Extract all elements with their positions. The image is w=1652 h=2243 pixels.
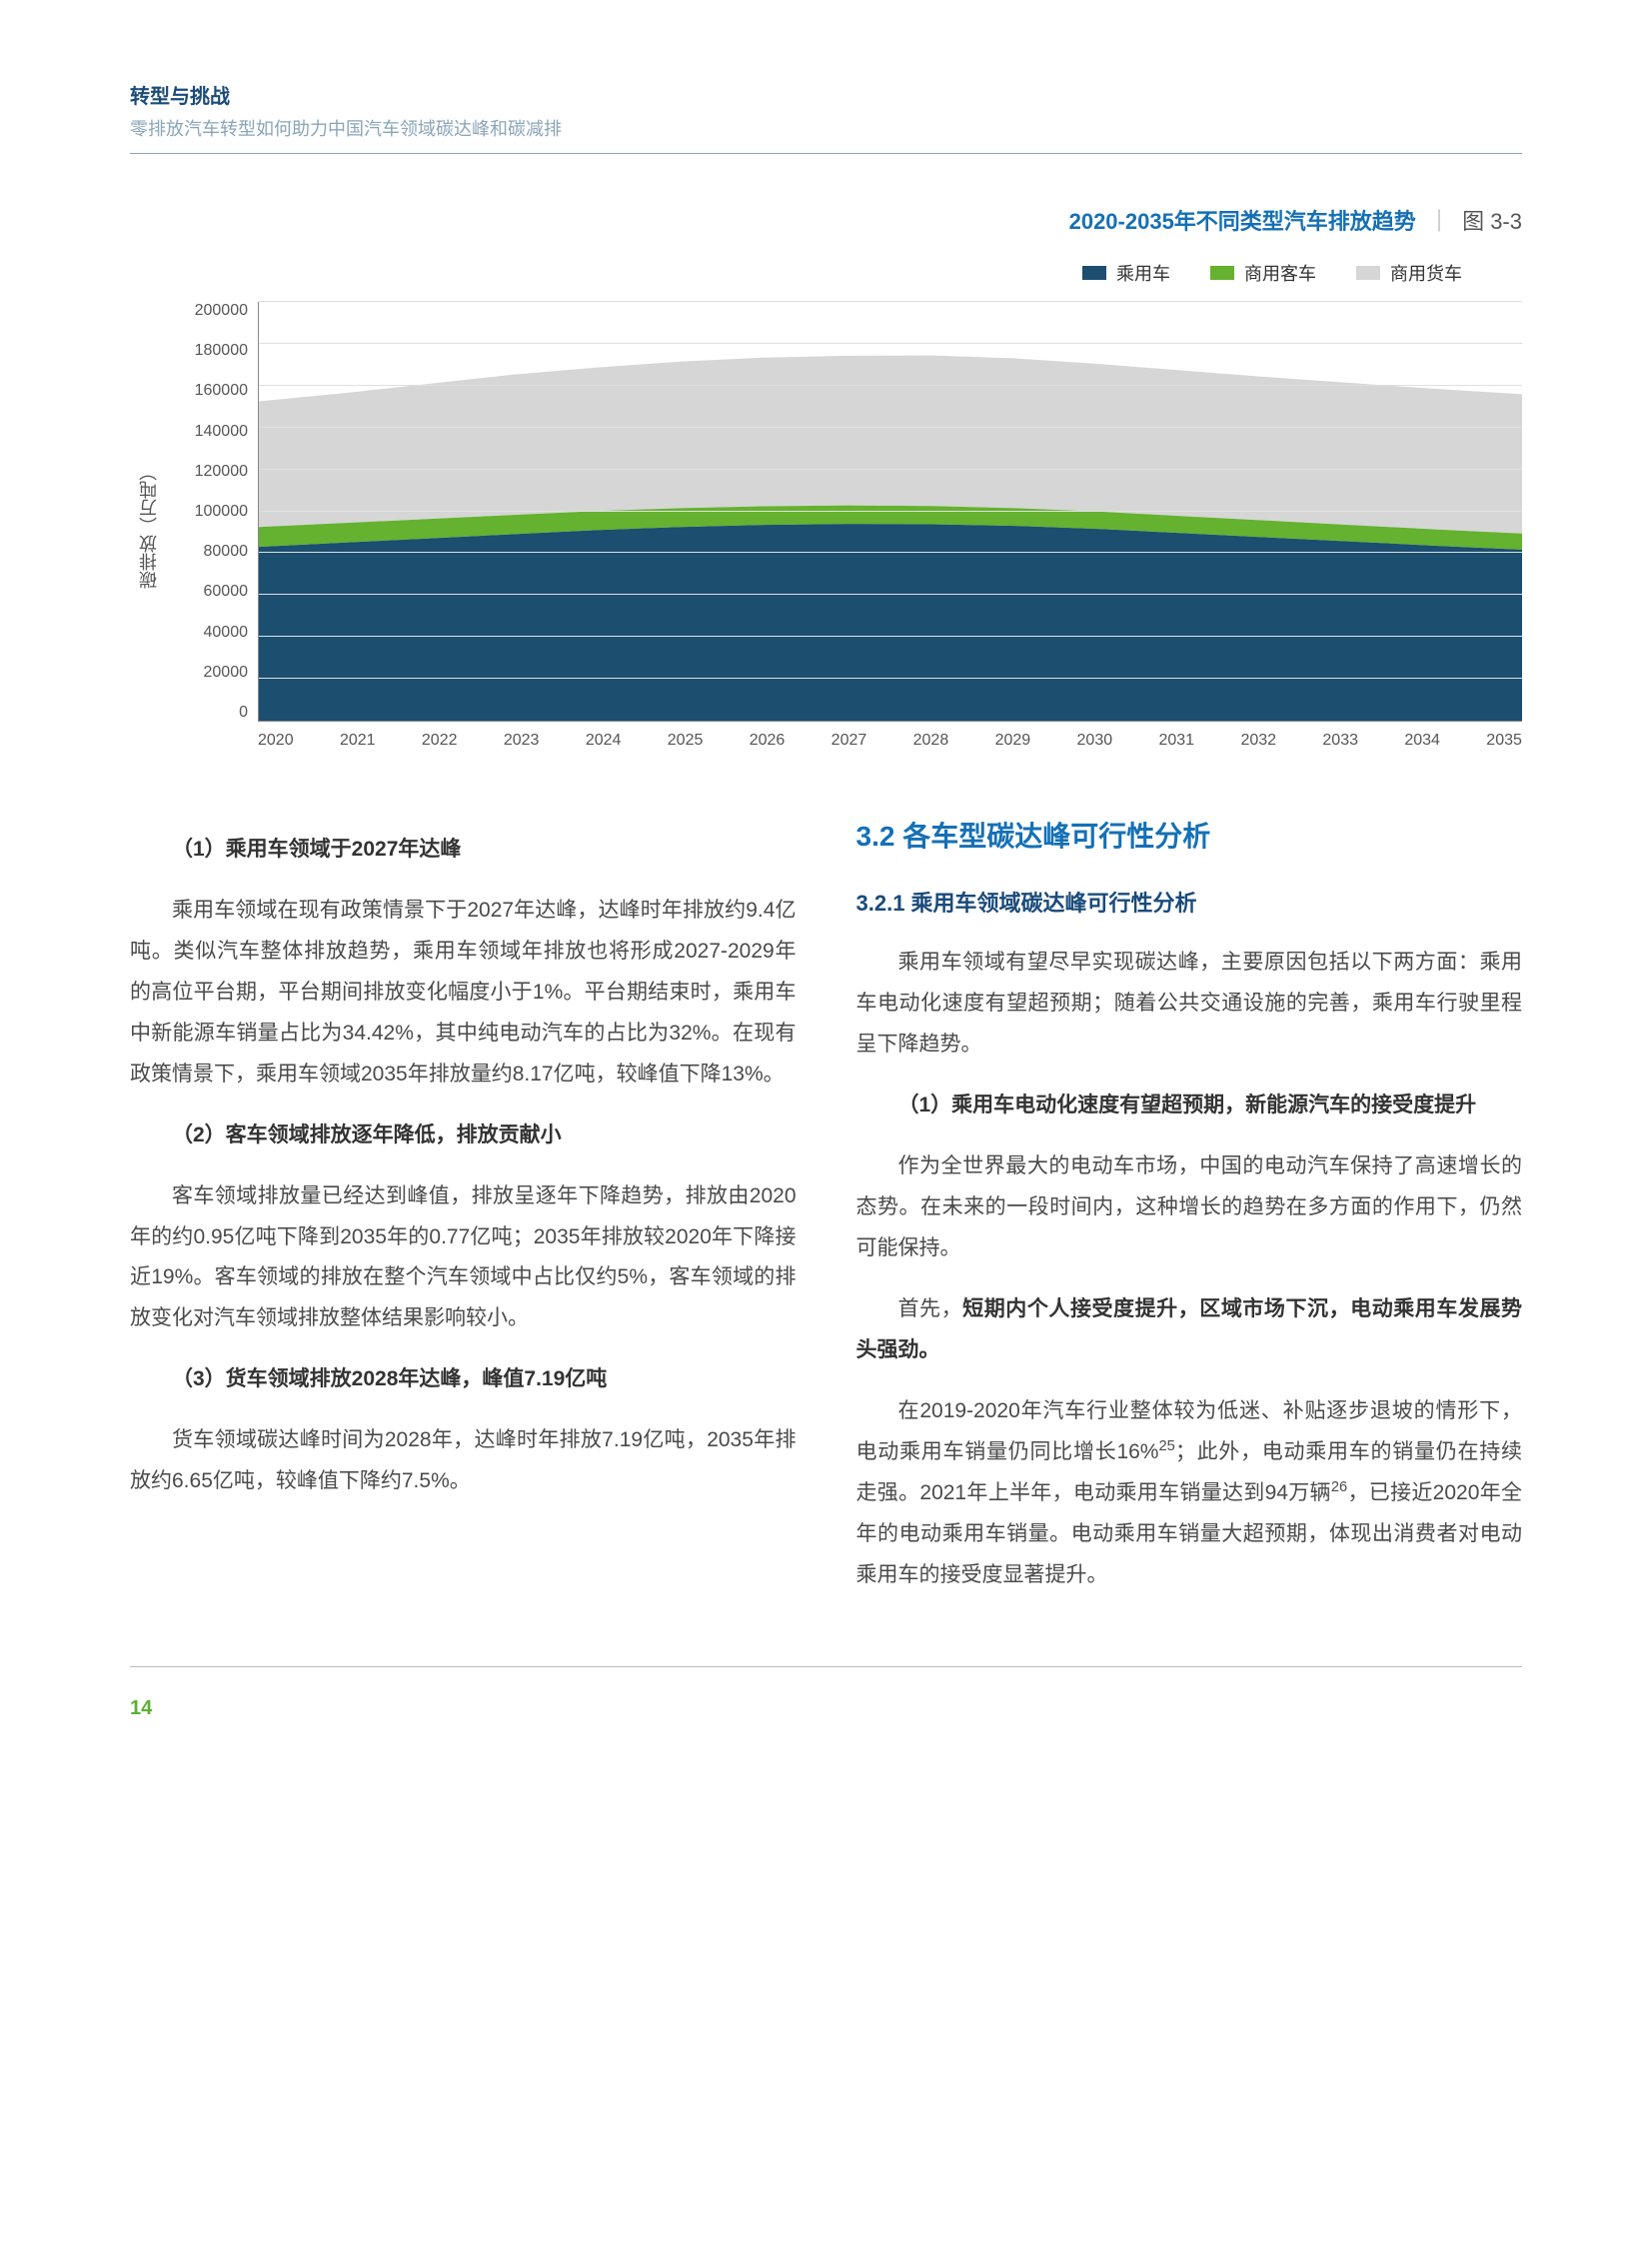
left-column: （1）乘用车领域于2027年达峰 乘用车领域在现有政策情景下于2027年达峰，达… xyxy=(130,810,797,1616)
x-tick: 2034 xyxy=(1404,732,1440,750)
x-tick: 2031 xyxy=(1158,732,1194,750)
x-tick: 2022 xyxy=(422,732,458,750)
legend-item-bus: 商用客车 xyxy=(1210,260,1316,286)
x-tick: 2029 xyxy=(995,732,1031,750)
subhead: （3）货车领域排放2028年达峰，峰值7.19亿吨 xyxy=(130,1359,797,1400)
y-tick: 20000 xyxy=(204,664,249,682)
x-tick: 2032 xyxy=(1240,732,1276,750)
right-column: 3.2 各车型碳达峰可行性分析 3.2.1 乘用车领域碳达峰可行性分析 乘用车领… xyxy=(856,810,1523,1616)
x-tick: 2023 xyxy=(504,732,540,750)
y-tick: 180000 xyxy=(195,342,248,360)
y-tick: 200000 xyxy=(195,302,248,320)
y-tick: 120000 xyxy=(195,463,248,481)
y-tick: 80000 xyxy=(204,543,249,561)
page: 转型与挑战 零排放汽车转型如何助力中国汽车领域碳达峰和碳减排 2020-2035… xyxy=(0,0,1652,1780)
y-tick: 60000 xyxy=(204,583,249,601)
chart-title: 2020-2035年不同类型汽车排放趋势 xyxy=(1069,209,1416,234)
chart: 碳排放（万吨） 20000018000016000014000012000010… xyxy=(130,302,1522,750)
paragraph: 货车领域碳达峰时间为2028年，达峰时年排放7.19亿吨，2035年排放约6.6… xyxy=(130,1420,797,1502)
plot-area xyxy=(258,302,1522,722)
chart-figure-label: 图 3-3 xyxy=(1462,209,1522,234)
header-rule xyxy=(130,153,1522,154)
x-tick: 2028 xyxy=(913,732,949,750)
legend-label: 乘用车 xyxy=(1116,260,1170,286)
grid-line xyxy=(259,636,1522,637)
footnote-ref: 26 xyxy=(1331,1479,1347,1495)
grid-line xyxy=(259,552,1522,553)
paragraph: 乘用车领域有望尽早实现碳达峰，主要原因包括以下两方面：乘用车电动化速度有望超预期… xyxy=(856,943,1523,1066)
x-tick: 2035 xyxy=(1486,732,1522,750)
y-tick: 140000 xyxy=(195,423,248,441)
legend-swatch xyxy=(1356,266,1380,280)
x-axis-ticks: 2020 2021 2022 2023 2024 2025 2026 2027 2028 2029… xyxy=(258,722,1522,750)
chart-title-separator: ｜ xyxy=(1428,209,1450,234)
chart-title-row: 2020-2035年不同类型汽车排放趋势 ｜ 图 3-3 xyxy=(130,204,1522,236)
grid-line xyxy=(259,301,1522,302)
grid-line xyxy=(259,469,1522,470)
area-chart-svg xyxy=(259,302,1522,721)
body-columns: （1）乘用车领域于2027年达峰 乘用车领域在现有政策情景下于2027年达峰，达… xyxy=(130,810,1522,1616)
y-axis-ticks: 2000001800001600001400001200001000008000… xyxy=(168,302,258,722)
header-title: 转型与挑战 xyxy=(130,80,1522,109)
subhead: （1）乘用车领域于2027年达峰 xyxy=(130,830,797,871)
y-tick: 100000 xyxy=(195,503,248,521)
footnote-ref: 25 xyxy=(1158,1438,1174,1454)
chart-legend: 乘用车 商用客车 商用货车 xyxy=(130,260,1522,286)
x-tick: 2026 xyxy=(750,732,786,750)
x-tick: 2024 xyxy=(586,732,622,750)
x-tick: 2027 xyxy=(831,732,867,750)
y-tick: 160000 xyxy=(195,382,248,400)
grid-line xyxy=(259,594,1522,595)
header-subtitle: 零排放汽车转型如何助力中国汽车领域碳达峰和碳减排 xyxy=(130,115,1522,141)
paragraph: 乘用车领域在现有政策情景下于2027年达峰，达峰时年排放约9.4亿吨。类似汽车整… xyxy=(130,891,797,1096)
plot-column: 2020 2021 2022 2023 2024 2025 2026 2027 2028 2029… xyxy=(258,302,1522,750)
x-tick: 2025 xyxy=(668,732,704,750)
legend-label: 商用货车 xyxy=(1390,260,1462,286)
paragraph: 作为全世界最大的电动车市场，中国的电动汽车保持了高速增长的态势。在未来的一段时间… xyxy=(856,1146,1523,1269)
x-tick: 2033 xyxy=(1322,732,1358,750)
footer-rule xyxy=(130,1666,1522,1667)
paragraph: 首先，短期内个人接受度提升，区域市场下沉，电动乘用车发展势头强劲。 xyxy=(856,1289,1523,1371)
paragraph: 在2019-2020年汽车行业整体较为低迷、补贴逐步退坡的情形下，电动乘用车销量… xyxy=(856,1391,1523,1596)
y-tick: 40000 xyxy=(204,624,249,642)
grid-line xyxy=(259,678,1522,679)
grid-line xyxy=(259,385,1522,386)
legend-item-passenger: 乘用车 xyxy=(1082,260,1170,286)
legend-swatch xyxy=(1210,266,1234,280)
paragraph: 客车领域排放量已经达到峰值，排放呈逐年下降趋势，排放由2020年的约0.95亿吨… xyxy=(130,1176,797,1340)
grid-line xyxy=(259,511,1522,512)
page-number: 14 xyxy=(130,1697,1522,1720)
legend-item-truck: 商用货车 xyxy=(1356,260,1462,286)
grid-line xyxy=(259,343,1522,344)
legend-label: 商用客车 xyxy=(1244,260,1316,286)
text: 首先， xyxy=(898,1297,963,1320)
x-tick: 2021 xyxy=(340,732,376,750)
section-subheading: 3.2.1 乘用车领域碳达峰可行性分析 xyxy=(856,883,1523,926)
x-tick: 2020 xyxy=(258,732,294,750)
x-tick: 2030 xyxy=(1077,732,1113,750)
section-heading: 3.2 各车型碳达峰可行性分析 xyxy=(856,810,1523,865)
page-header: 转型与挑战 零排放汽车转型如何助力中国汽车领域碳达峰和碳减排 xyxy=(130,80,1522,154)
y-axis-label: 碳排放（万吨） xyxy=(130,302,168,750)
subhead: （2）客车领域排放逐年降低，排放贡献小 xyxy=(130,1116,797,1156)
grid-line xyxy=(259,427,1522,428)
y-tick: 0 xyxy=(239,704,248,722)
area-passenger xyxy=(259,524,1522,721)
legend-swatch xyxy=(1082,266,1106,280)
subhead: （1）乘用车电动化速度有望超预期，新能源汽车的接受度提升 xyxy=(856,1086,1523,1126)
